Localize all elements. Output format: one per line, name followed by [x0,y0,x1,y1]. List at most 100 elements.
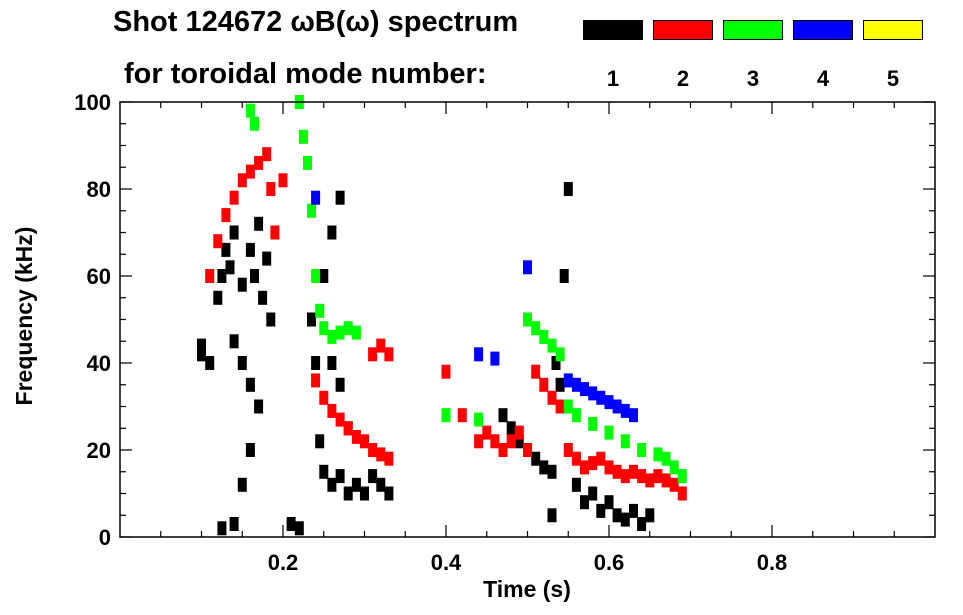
mark-n=3-4 [303,155,312,170]
mark-n=1-49 [547,464,557,479]
mark-n=3-0 [245,103,255,118]
mark-n=2-35 [547,390,557,405]
mark-n=2-13 [327,403,337,418]
mark-n=2-0 [205,269,215,283]
mark-n=1-23 [286,517,296,531]
axis-tick-labels: 0.2 0.4 0.6 0.8 0 20 40 60 80 100 [74,90,787,575]
legend-label-5: 5 [886,66,900,91]
mark-n=3-7 [315,303,325,318]
mark-n=2-49 [661,473,671,488]
mark-n=2-41 [596,451,606,466]
mark-n=1-25 [307,312,316,327]
mark-n=3-20 [563,399,573,414]
mark-n=2-50 [669,477,679,492]
mark-n=3-16 [531,321,541,336]
mark-n=2-25 [457,408,467,423]
mark-n=3-1 [250,116,259,131]
mark-n=3-19 [555,347,565,362]
mark-n=4-3 [523,260,532,275]
mark-n=3-14 [474,412,484,427]
mark-n=1-57 [588,486,598,501]
mark-n=1-11 [254,216,264,231]
mark-n=2-11 [311,373,321,388]
mark-n=3-22 [588,416,598,431]
x-tick-label: 0.8 [757,550,788,575]
mark-n=1-47 [531,451,541,466]
mark-n=3-17 [539,329,549,344]
mark-n=2-22 [376,338,386,353]
mark-n=1-26 [311,356,321,370]
mark-n=4-12 [629,408,638,423]
mark-n=2-30 [506,434,516,449]
mark-n=1-61 [620,512,630,527]
y-tick-label: 60 [87,264,111,289]
mark-n=1-6 [225,260,235,275]
mark-n=2-36 [555,399,565,414]
mark-n=1-45 [514,434,524,449]
mark-n=1-39 [327,356,337,370]
mark-n=4-8 [596,390,606,405]
mark-n=1-36 [384,486,394,501]
mark-n=1-14 [266,312,276,327]
mark-n=2-21 [368,347,378,362]
mark-n=2-9 [270,225,280,240]
mark-n=2-44 [620,469,630,484]
mark-n=1-48 [539,460,549,475]
mark-n=2-31 [514,425,524,440]
mark-n=1-12 [258,290,268,305]
mark-n=2-27 [482,425,492,440]
x-axis-title: Time (s) [483,576,571,602]
mark-n=1-0 [197,338,206,353]
mark-n=2-29 [498,443,508,457]
mark-n=3-9 [327,329,337,344]
mark-n=2-17 [360,434,369,449]
mark-n=2-14 [335,412,345,427]
mark-n=2-24 [441,364,451,379]
mark-n=2-8 [266,182,276,196]
mark-n=2-34 [539,377,549,392]
mark-n=3-13 [441,408,451,423]
y-tick-label: 0 [99,525,111,550]
mark-n=2-15 [343,421,353,436]
legend-swatch-4 [793,20,853,40]
mark-n=1-15 [229,334,239,349]
mark-n=2-28 [490,434,500,449]
mark-n=1-20 [237,477,247,492]
mark-n=4-4 [563,373,573,388]
mark-n=1-10 [250,269,259,283]
mark-n=1-5 [221,242,231,257]
mark-n=1-21 [217,521,227,536]
mark-n=2-4 [237,173,247,188]
mark-n=1-44 [506,421,516,436]
mark-n=1-18 [254,399,264,414]
mark-n=2-43 [612,464,622,479]
mark-n=1-63 [637,517,647,531]
mark-n=2-32 [523,443,532,457]
mark-n=3-11 [343,321,353,336]
legend-label-2: 2 [676,66,690,91]
mark-n=3-3 [298,129,308,144]
mark-n=1-40 [319,269,329,283]
mark-n=3-10 [335,325,345,340]
mark-n=2-3 [229,190,239,205]
mark-n=2-7 [262,147,272,162]
mark-n=1-17 [245,377,255,392]
legend-label-3: 3 [746,66,760,91]
mark-n=1-34 [368,469,378,484]
mark-n=1-31 [343,486,353,501]
mark-n=2-23 [384,347,394,362]
mark-n=2-51 [677,486,687,501]
mark-n=1-24 [294,521,304,536]
x-tick-label: 0.6 [594,550,625,575]
mark-n=4-7 [588,386,598,401]
mark-n=2-47 [645,473,655,488]
mark-n=2-5 [245,164,255,179]
y-tick-label: 40 [87,351,111,376]
mark-n=3-18 [547,338,557,353]
mark-n=1-50 [551,356,561,370]
mark-n=3-29 [677,469,687,484]
mark-n=1-62 [629,503,638,518]
mark-n=2-40 [588,456,598,471]
mark-n=3-6 [311,269,321,283]
mark-n=2-16 [351,429,361,444]
